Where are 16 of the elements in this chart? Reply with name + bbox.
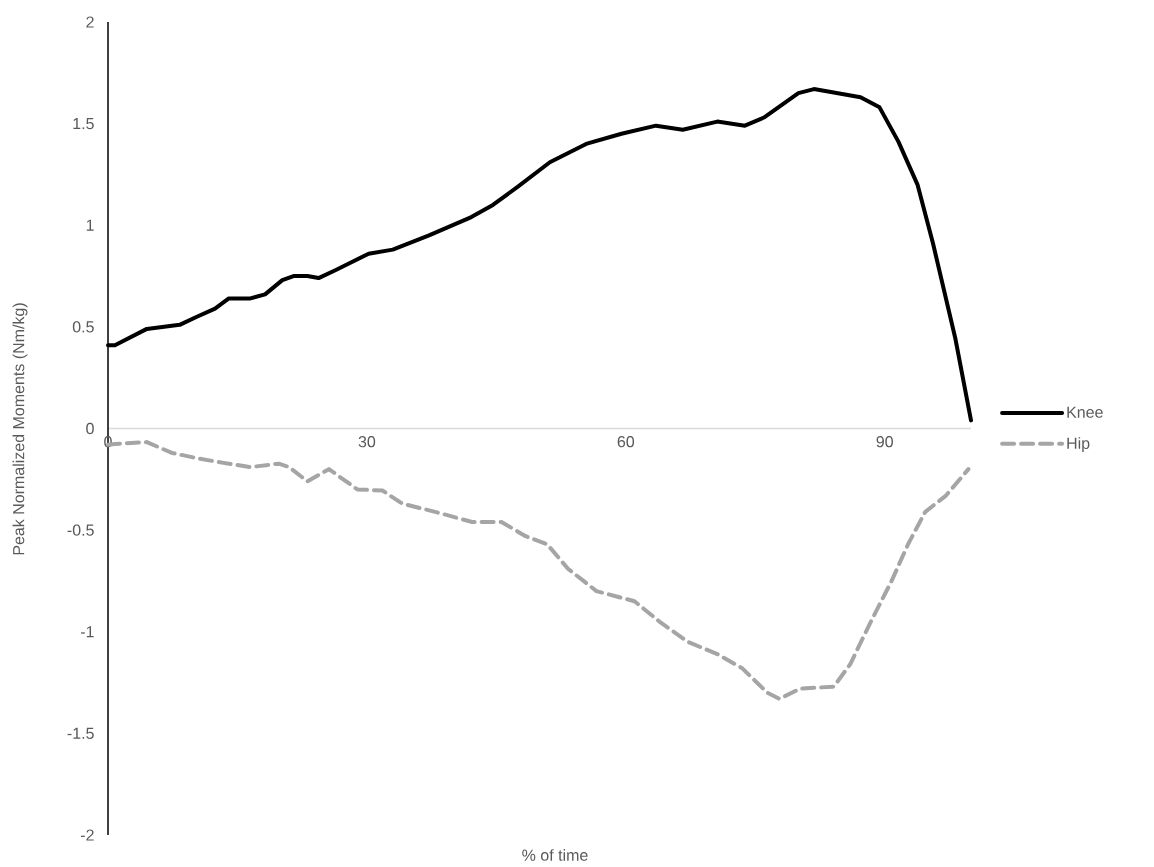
y-tick-label: 1.5: [73, 118, 94, 130]
x-tick-label: 30: [358, 436, 376, 448]
x-tick-label: 60: [617, 436, 635, 448]
y-tick-label: -1.5: [67, 727, 94, 739]
y-tick-label: -0.5: [67, 524, 94, 536]
y-tick-label: -2: [80, 829, 94, 841]
y-tick-label: 1: [86, 219, 94, 231]
y-axis-title: Peak Normalized Moments (Nm/kg): [12, 303, 28, 555]
y-tick-label: -1: [80, 626, 94, 638]
x-axis-title: % of time: [522, 849, 588, 861]
legend-label: Knee: [1067, 406, 1103, 418]
y-tick-label: 2: [86, 16, 94, 28]
y-tick-label: 0.5: [72, 321, 94, 333]
legend-label: Hip: [1067, 437, 1090, 453]
x-tick-label: 90: [876, 436, 893, 448]
y-tick-label: 0: [86, 422, 94, 435]
